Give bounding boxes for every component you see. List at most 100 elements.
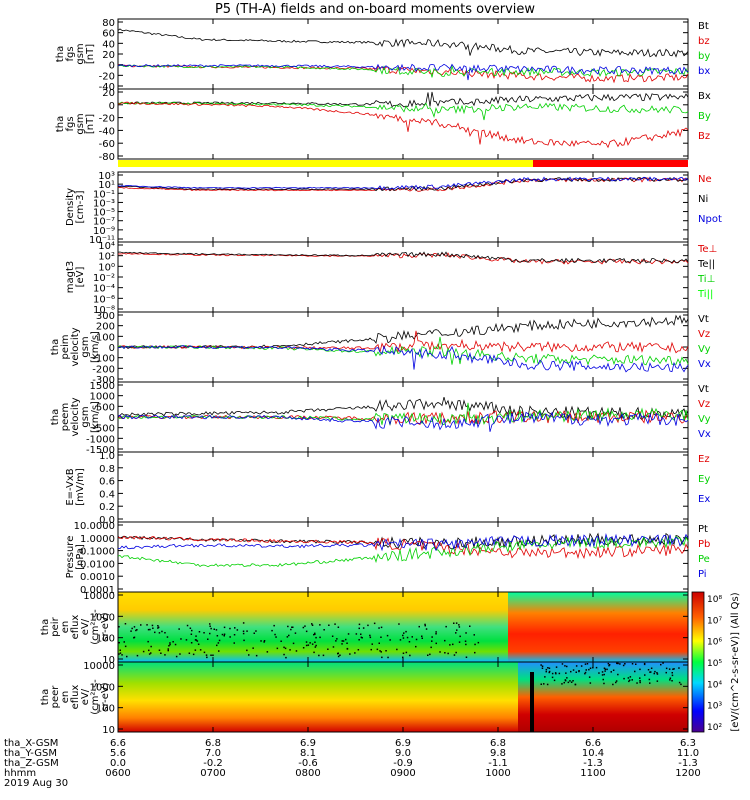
x-tick-value: 6.6 — [585, 738, 601, 749]
y-tick-label: 10⁻¹¹ — [89, 235, 115, 246]
series-pressure-Pe — [117, 535, 689, 568]
series-pressure-Pt — [117, 532, 689, 550]
y-tick-label: 1500 — [90, 381, 115, 392]
x-tick-value: 6.3 — [680, 738, 696, 749]
colorbar: 10⁸ 10⁷ 10⁶ 10⁵ 10⁴ 10³ 10² [eV/(cm^2-s-sr-eV)]… — [691, 591, 741, 733]
y-axis-label: Density — [65, 188, 76, 226]
y-tick-label: -40 — [99, 82, 115, 93]
panel-frame — [117, 171, 689, 243]
y-tick-label: 10⁻¹ — [93, 189, 115, 200]
y-tick-label: 40 — [102, 39, 115, 50]
series-pressure-Pb — [117, 535, 689, 560]
x-tick-value: 0600 — [105, 768, 130, 779]
y-axis-label: eflux — [70, 615, 81, 640]
series-peim-vel-Vt — [117, 314, 689, 350]
x-tick-value: -1.3 — [583, 758, 603, 769]
y-tick-label: 10² — [98, 252, 115, 263]
colorbar-tick: 10⁶ — [707, 638, 722, 648]
legend-Vy: Vy — [698, 414, 711, 425]
y-tick-label: 20 — [102, 88, 115, 99]
x-row-label: tha_Y-GSM — [4, 748, 57, 759]
y-tick-label: -40 — [99, 126, 115, 137]
colorbar-tick: 10⁸ — [707, 595, 722, 605]
y-axis-label: tha — [55, 116, 66, 132]
y-tick-label: 500 — [96, 402, 115, 413]
x-row-label: hhmm — [4, 768, 36, 779]
y-axis-label: [nPa] — [75, 544, 86, 570]
series-peim-vel-Vx — [117, 345, 689, 373]
x-tick-value: 9.0 — [395, 748, 411, 759]
y-axis-label: tha — [40, 689, 51, 705]
y-axis-label: [mV/m] — [75, 468, 86, 506]
x-tick-value: -1.3 — [678, 758, 698, 769]
y-tick-label: 0 — [109, 413, 115, 424]
y-axis-label: tha — [50, 409, 61, 425]
legend-Bz: Bz — [698, 131, 710, 142]
y-tick-label: -300 — [92, 375, 115, 386]
legend-Te⊥: Te⊥ — [697, 244, 717, 255]
y-tick-label: 10⁻⁹ — [93, 226, 115, 237]
colorbar-tick: 10⁷ — [707, 616, 722, 626]
colorbar-gradient — [691, 591, 705, 733]
y-axis-label: gsm — [75, 43, 86, 64]
series-peem-vel-Vx — [117, 411, 689, 432]
y-axis-label: tha — [50, 339, 61, 355]
spectrogram-peer-right — [518, 662, 688, 732]
legend-Vz: Vz — [698, 329, 710, 340]
y-tick-label: 10⁻⁷ — [93, 217, 115, 228]
y-tick-label: 1000 — [90, 392, 115, 403]
y-axis-label: tha — [40, 619, 51, 635]
y-tick-label: 10⁻² — [93, 273, 115, 284]
series-fgs-gse-Bx — [117, 91, 689, 108]
legend-Bx: Bx — [698, 91, 711, 102]
y-tick-label: 0.0001 — [80, 585, 115, 596]
y-axis-label: (cm²-s- — [90, 609, 101, 645]
legend-Ey: Ey — [698, 474, 710, 485]
panel-efield: 1.0 0.8 0.60.4 0.2 0.0 E=-VxB [mV/m] Ez Ey Ex — [65, 451, 710, 526]
legend-Pe: Pe — [698, 554, 710, 565]
y-tick-label: 10⁻⁵ — [93, 208, 115, 219]
x-tick-value: 8.1 — [300, 748, 316, 759]
legend-Pt: Pt — [698, 524, 708, 535]
y-axis-label: en — [60, 621, 71, 634]
y-axis-label: E=-VxB — [65, 468, 76, 505]
y-axis-label: eV/ — [80, 688, 91, 705]
y-tick-label: 20 — [102, 50, 115, 61]
spectrogram-peir-left — [118, 592, 508, 662]
legend-Bt: Bt — [698, 21, 709, 32]
chart-title: P5 (TH-A) fields and on-board moments ov… — [214, 2, 536, 17]
legend-Vx: Vx — [698, 429, 711, 440]
x-tick-value: 9.8 — [490, 748, 506, 759]
colorbar-tick: 10⁴ — [707, 680, 722, 690]
y-tick-label: 10000 — [83, 591, 115, 602]
y-tick-label: 0.8 — [99, 464, 115, 475]
y-axis-label: peim — [60, 334, 71, 359]
y-tick-label: 10 — [102, 655, 115, 666]
y-axis-label: velocity — [70, 397, 81, 436]
panel-frame — [117, 18, 689, 90]
legend-Ex: Ex — [698, 494, 710, 505]
x-tick-value: 6.8 — [490, 738, 506, 749]
y-tick-label: -1500 — [86, 445, 115, 456]
y-axis-label: [km/s] — [90, 401, 101, 433]
x-tick-value: 6.8 — [205, 738, 221, 749]
y-tick-label: 10¹ — [98, 180, 115, 191]
y-axis-label: eV/ — [80, 618, 91, 635]
y-axis-label: [cm-3] — [75, 190, 86, 223]
y-tick-label: 0.2 — [99, 502, 115, 513]
x-tick-value: 11.0 — [677, 748, 699, 759]
series-density-Npot — [117, 176, 689, 191]
series-fgs-gse-Bz — [118, 101, 689, 149]
legend-Vt: Vt — [698, 384, 709, 395]
y-tick-label: 100 — [96, 332, 115, 343]
x-row-label: 2019 Aug 30 — [4, 778, 68, 789]
y-tick-label: 1.0000 — [80, 534, 115, 545]
y-tick-label: 10.0000 — [74, 521, 115, 532]
colorbar-tick: 10² — [707, 723, 722, 733]
x-row-label: tha_Z-GSM — [4, 758, 59, 769]
series-fgs-gsm-Bt — [117, 28, 689, 58]
series-fgs-gse-By — [117, 101, 689, 121]
